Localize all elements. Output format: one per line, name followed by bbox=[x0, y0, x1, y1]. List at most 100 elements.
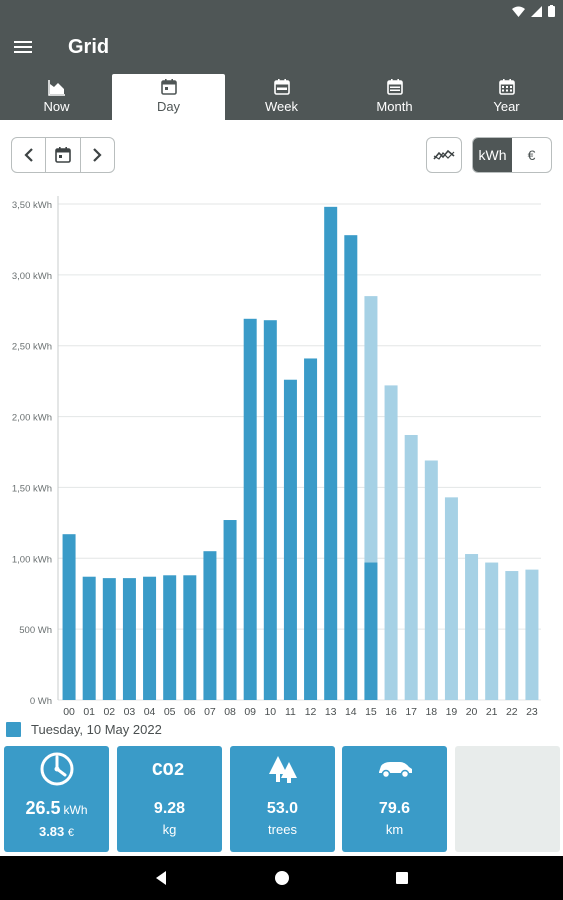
bar-23-forecast bbox=[525, 569, 539, 700]
distance-card[interactable]: 79.6 km bbox=[342, 746, 447, 852]
recents-button[interactable] bbox=[391, 867, 413, 889]
trees-card[interactable]: 53.0 trees bbox=[230, 746, 335, 852]
x-tick-label: 00 bbox=[63, 706, 75, 718]
tab-day[interactable]: Day bbox=[112, 74, 225, 120]
hourly-consumption-chart: 0 Wh 500 Wh 1,00 kWh 1,50 kWh 2,00 kWh 2,50 k… bbox=[0, 190, 563, 720]
x-tick-label: 09 bbox=[244, 706, 256, 718]
calendar-week-icon bbox=[273, 79, 290, 95]
x-tick-label: 18 bbox=[425, 706, 437, 718]
co2-card[interactable]: CO2 9.28 kg bbox=[117, 746, 222, 852]
tab-month[interactable]: Month bbox=[338, 74, 451, 120]
bar-04-measured bbox=[143, 576, 157, 700]
x-tick-label: 10 bbox=[264, 706, 276, 718]
y-tick-label: 3,50 kWh bbox=[12, 200, 52, 211]
bar-11-measured bbox=[283, 379, 297, 700]
bar-00-measured bbox=[62, 534, 76, 700]
x-tick-label: 13 bbox=[325, 706, 337, 718]
x-tick-label: 03 bbox=[124, 706, 136, 718]
unit-kwh-button[interactable]: kWh bbox=[473, 138, 512, 172]
chart-type-toggle-button[interactable] bbox=[426, 137, 462, 173]
previous-day-button[interactable] bbox=[12, 138, 47, 172]
tab-year[interactable]: Year bbox=[450, 74, 563, 120]
y-tick-label: 1,50 kWh bbox=[12, 483, 52, 494]
trees-unit: trees bbox=[268, 822, 297, 837]
x-tick-label: 06 bbox=[184, 706, 196, 718]
bar-chart: 0 Wh 500 Wh 1,00 kWh 1,50 kWh 2,00 kWh 2,50 k… bbox=[12, 196, 541, 718]
bar-08-measured bbox=[223, 520, 237, 700]
meter-gauge-icon bbox=[40, 752, 73, 786]
x-tick-label: 22 bbox=[506, 706, 518, 718]
bar-21-forecast bbox=[485, 562, 499, 700]
date-navigation bbox=[11, 137, 115, 173]
co2-unit: kg bbox=[162, 822, 177, 837]
menu-icon[interactable] bbox=[14, 38, 40, 60]
legend-date-label: Tuesday, 10 May 2022 bbox=[31, 721, 162, 737]
calendar-day-icon bbox=[160, 79, 177, 95]
battery-icon bbox=[548, 5, 555, 17]
cost-value: 3.83 bbox=[38, 824, 65, 839]
y-tick-label: 3,00 kWh bbox=[12, 271, 52, 282]
bar-10-measured bbox=[263, 320, 277, 700]
bar-13-measured bbox=[324, 206, 338, 700]
y-tick-label: 2,00 kWh bbox=[12, 413, 52, 424]
period-tabs: Now Day Week Month Year bbox=[0, 74, 563, 120]
unit-toggle: kWh € bbox=[472, 137, 552, 173]
co2-value: 9.28 bbox=[153, 800, 186, 817]
bar-22-forecast bbox=[505, 571, 519, 700]
next-day-button[interactable] bbox=[81, 138, 114, 172]
home-circle-icon bbox=[275, 871, 289, 885]
summary-cards: 26.5 kWh 3.83 € CO2 9.28 kg 53.0 trees 79… bbox=[0, 746, 563, 854]
cost-unit: € bbox=[67, 827, 75, 839]
bar-12-measured bbox=[304, 358, 318, 700]
trees-value: 53.0 bbox=[266, 800, 299, 817]
legend-swatch bbox=[6, 721, 21, 737]
line-chart-icon bbox=[433, 149, 455, 160]
energy-value: 26.5 bbox=[25, 798, 61, 818]
x-tick-label: 16 bbox=[385, 706, 397, 718]
bar-06-measured bbox=[183, 575, 197, 700]
bar-05-measured bbox=[163, 575, 177, 700]
back-triangle-icon bbox=[156, 871, 166, 885]
calendar-year-icon bbox=[498, 79, 515, 95]
y-tick-label: 1,00 kWh bbox=[12, 554, 52, 565]
empty-card bbox=[455, 746, 560, 852]
signal-icon bbox=[531, 5, 542, 17]
back-button[interactable] bbox=[150, 867, 172, 889]
bar-07-measured bbox=[203, 551, 217, 700]
x-tick-label: 01 bbox=[83, 706, 95, 718]
calendar-month-icon bbox=[386, 79, 403, 95]
system-nav-bar bbox=[0, 856, 563, 900]
bar-01-measured bbox=[82, 576, 96, 700]
trees-icon bbox=[268, 756, 297, 783]
bar-18-forecast bbox=[424, 460, 438, 700]
x-tick-label: 15 bbox=[365, 706, 377, 718]
bar-16-forecast bbox=[384, 385, 398, 700]
x-tick-label: 20 bbox=[466, 706, 478, 718]
tab-now[interactable]: Now bbox=[0, 74, 113, 120]
distance-unit: km bbox=[385, 822, 404, 837]
unit-euro-button[interactable]: € bbox=[527, 147, 536, 163]
bar-17-forecast bbox=[404, 434, 418, 700]
x-tick-label: 12 bbox=[305, 706, 317, 718]
app-bar: Grid bbox=[0, 24, 563, 74]
y-tick-label: 0 Wh bbox=[30, 696, 52, 707]
date-picker-button[interactable] bbox=[46, 138, 81, 172]
area-chart-icon bbox=[47, 80, 65, 96]
energy-card[interactable]: 26.5 kWh 3.83 € bbox=[4, 746, 109, 852]
bar-14-measured bbox=[344, 235, 358, 701]
home-button[interactable] bbox=[271, 867, 293, 889]
bar-20-forecast bbox=[465, 554, 479, 700]
bar-09-measured bbox=[243, 318, 257, 700]
distance-value: 79.6 bbox=[378, 800, 411, 817]
y-tick-label: 500 Wh bbox=[19, 625, 52, 636]
car-icon bbox=[378, 762, 412, 779]
y-tick-label: 2,50 kWh bbox=[12, 342, 52, 353]
x-tick-label: 05 bbox=[164, 706, 176, 718]
x-tick-label: 04 bbox=[144, 706, 156, 718]
x-tick-label: 19 bbox=[446, 706, 458, 718]
chevron-right-icon bbox=[93, 148, 102, 162]
chevron-left-icon bbox=[24, 148, 33, 162]
tab-week[interactable]: Week bbox=[225, 74, 338, 120]
x-tick-label: 23 bbox=[526, 706, 538, 718]
bar-02-measured bbox=[102, 578, 116, 700]
